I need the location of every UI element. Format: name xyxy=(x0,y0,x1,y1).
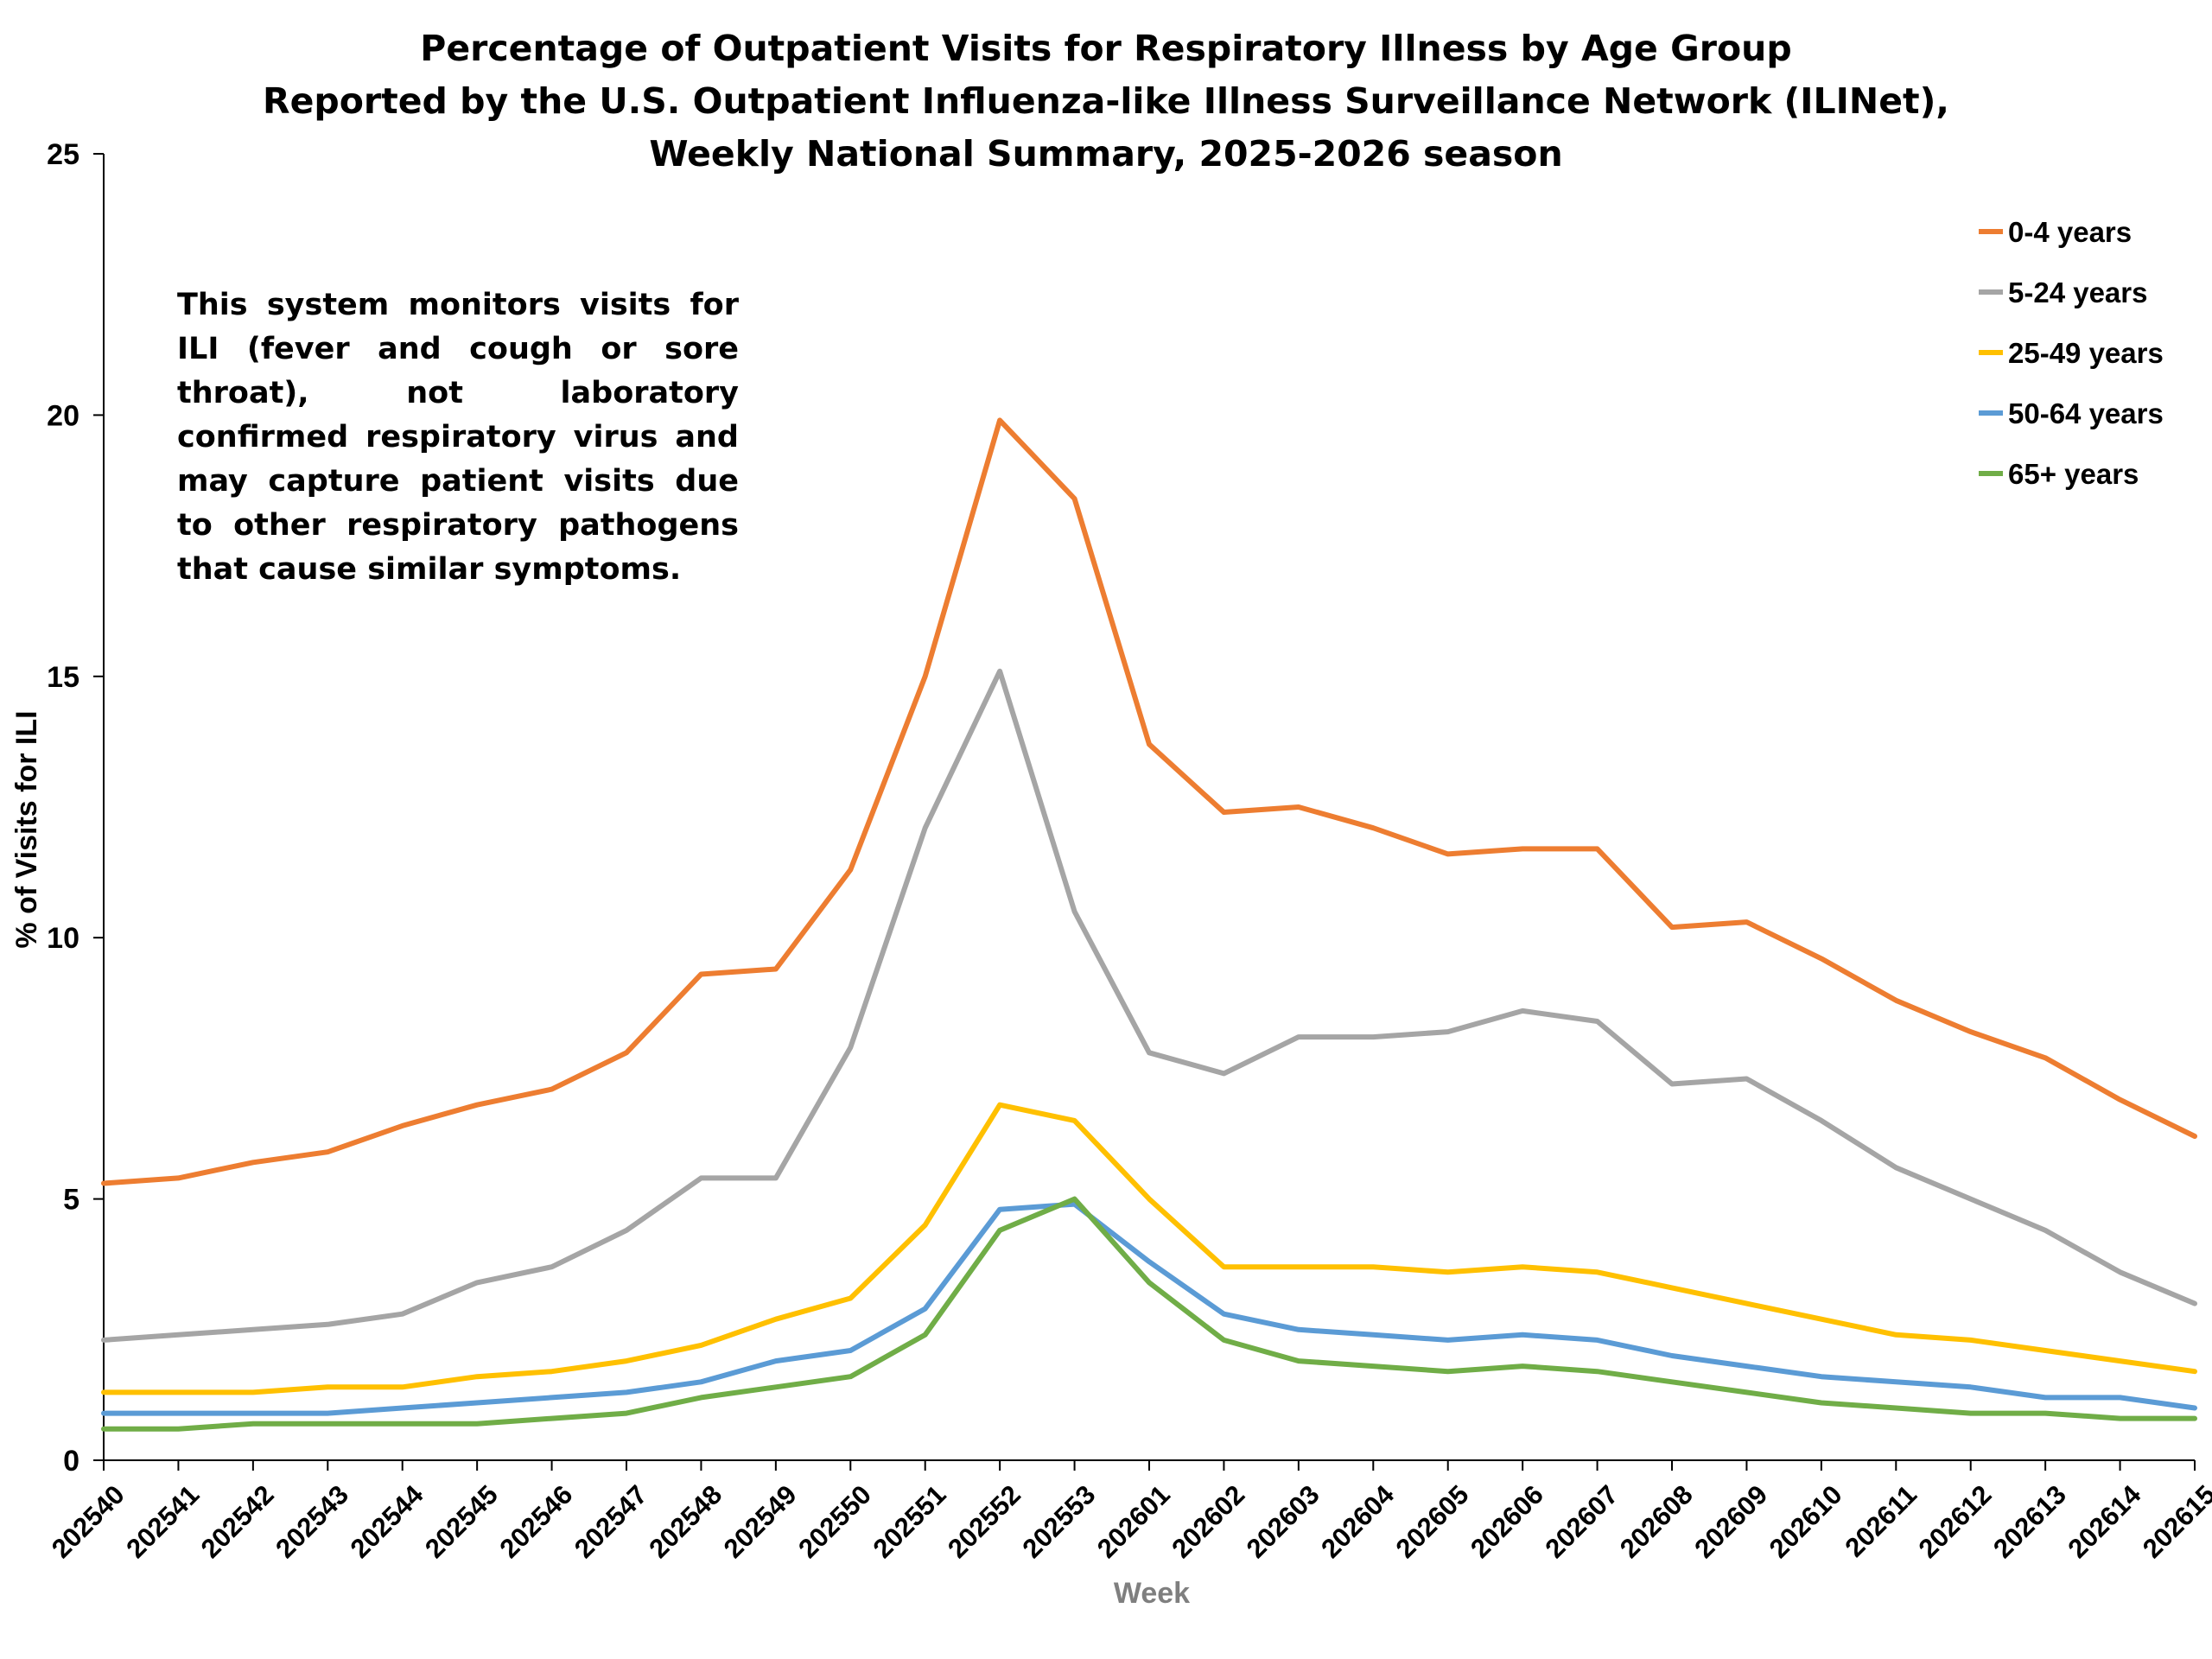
y-tick-label: 15 xyxy=(47,661,79,694)
x-tick-label: 202553 xyxy=(1016,1479,1101,1564)
y-tick-label: 5 xyxy=(63,1184,79,1217)
x-tick-label: 202549 xyxy=(718,1479,803,1564)
x-tick-label: 202544 xyxy=(345,1479,429,1564)
legend: 0-4 years 5-24 years 25-49 years 50-64 year… xyxy=(1979,216,2164,490)
x-tick-label: 202540 xyxy=(46,1479,130,1564)
x-tick-label: 202605 xyxy=(1390,1479,1475,1564)
x-axis-label: Week xyxy=(1114,1577,1190,1610)
x-tick-label: 202613 xyxy=(1987,1479,2072,1564)
y-tick-label: 0 xyxy=(63,1445,79,1478)
x-tick-label: 202607 xyxy=(1539,1479,1624,1564)
x-tick-label: 202614 xyxy=(2062,1479,2146,1564)
x-tick-label: 202603 xyxy=(1241,1479,1325,1564)
x-tick-label: 202551 xyxy=(868,1479,952,1564)
legend-label: 25-49 years xyxy=(2008,337,2164,369)
chart-title-line-3: Weekly National Summary, 2025-2026 seaso… xyxy=(649,133,1563,175)
chart-title: Percentage of Outpatient Visits for Resp… xyxy=(0,22,2212,181)
series-line-25-49-years xyxy=(101,1102,2197,1395)
x-tick-label: 202610 xyxy=(1764,1479,1848,1564)
y-tick-label: 10 xyxy=(47,922,79,955)
legend-label: 65+ years xyxy=(2008,458,2139,490)
x-tick-label: 202608 xyxy=(1614,1479,1699,1564)
series-line-65-years xyxy=(101,1196,2197,1432)
chart-annotation: This system monitors visits for ILI (fev… xyxy=(177,288,739,587)
x-tick-label: 202545 xyxy=(419,1479,504,1564)
series-line-5-24-years xyxy=(101,668,2197,1343)
chart-title-line-2: Reported by the U.S. Outpatient Influenz… xyxy=(263,80,1949,122)
x-tick-label: 202547 xyxy=(569,1479,653,1564)
legend-label: 0-4 years xyxy=(2008,216,2132,248)
x-tick-label: 202541 xyxy=(120,1479,205,1564)
x-tick-label: 202543 xyxy=(270,1479,354,1564)
x-tick-label: 202604 xyxy=(1315,1479,1400,1564)
x-tick-label: 202548 xyxy=(643,1479,728,1564)
y-tick-label: 20 xyxy=(47,399,79,432)
legend-label: 50-64 years xyxy=(2008,397,2164,429)
x-tick-label: 202546 xyxy=(493,1479,578,1564)
x-tick-label: 202606 xyxy=(1465,1479,1549,1564)
x-tick-label: 202601 xyxy=(1091,1479,1176,1564)
x-tick-label: 202542 xyxy=(195,1479,280,1564)
series-line-0-4-years xyxy=(101,417,2197,1186)
x-tick-label: 202615 xyxy=(2137,1479,2212,1564)
series-lines xyxy=(101,417,2197,1432)
y-axis-ticks: 0 5 10 15 20 25 xyxy=(47,138,104,1478)
y-axis-label: % of Visits for ILI xyxy=(10,710,43,948)
x-tick-label: 202550 xyxy=(792,1479,877,1564)
x-tick-label: 202552 xyxy=(942,1479,1027,1564)
x-tick-label: 202602 xyxy=(1166,1479,1250,1564)
x-tick-label: 202612 xyxy=(1913,1479,1998,1564)
series-line-50-64-years xyxy=(101,1201,2197,1416)
x-axis-ticks: 2025402025412025422025432025442025452025… xyxy=(46,1460,2212,1564)
x-tick-label: 202609 xyxy=(1688,1479,1773,1564)
y-tick-label: 25 xyxy=(47,138,79,171)
x-tick-label: 202611 xyxy=(1839,1479,1923,1563)
chart-title-line-1: Percentage of Outpatient Visits for Resp… xyxy=(420,28,1792,69)
legend-label: 5-24 years xyxy=(2008,276,2147,308)
